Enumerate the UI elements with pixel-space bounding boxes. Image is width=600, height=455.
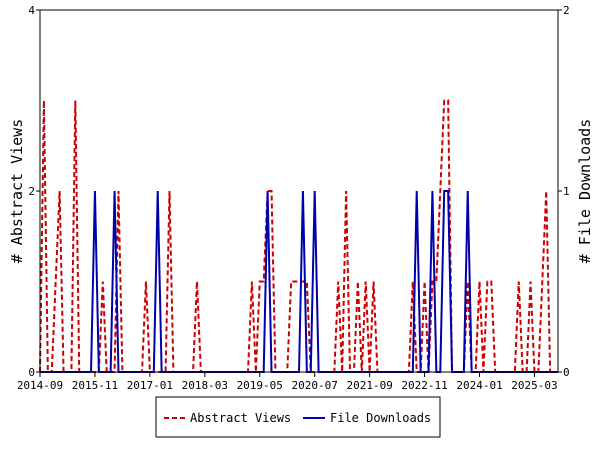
legend-label-abstract-views: Abstract Views [190,411,291,425]
x-tick-label: 2020-07 [292,379,338,392]
x-tick-label: 2017-01 [127,379,173,392]
x-axis-ticks: 2014-09 2015-11 2017-01 2018-03 2019-05 2020-… [17,372,558,392]
x-tick-label: 2019-05 [237,379,283,392]
x-tick-label: 2021-09 [346,379,392,392]
left-tick-label: 0 [28,366,35,379]
legend-box [155,396,441,438]
left-axis-title: # Abstract Views [8,119,26,264]
right-axis-ticks: 0 1 2 [558,4,570,379]
right-tick-label: 1 [563,185,570,198]
left-tick-label: 4 [28,4,35,17]
legend: Abstract Views File Downloads [155,396,441,438]
x-tick-label: 2014-09 [17,379,63,392]
legend-label-file-downloads: File Downloads [330,411,431,425]
plot-area [40,10,558,372]
x-tick-label: 2024-01 [456,379,502,392]
x-tick-label: 2018-03 [182,379,228,392]
right-tick-label: 0 [563,366,570,379]
x-tick-label: 2025-03 [511,379,557,392]
right-tick-label: 2 [563,4,570,17]
x-tick-label: 2015-11 [72,379,118,392]
left-tick-label: 2 [28,185,35,198]
left-axis-ticks: 0 2 4 [28,4,40,379]
right-axis-title: # File Downloads [576,119,594,264]
x-tick-label: 2022-11 [401,379,447,392]
